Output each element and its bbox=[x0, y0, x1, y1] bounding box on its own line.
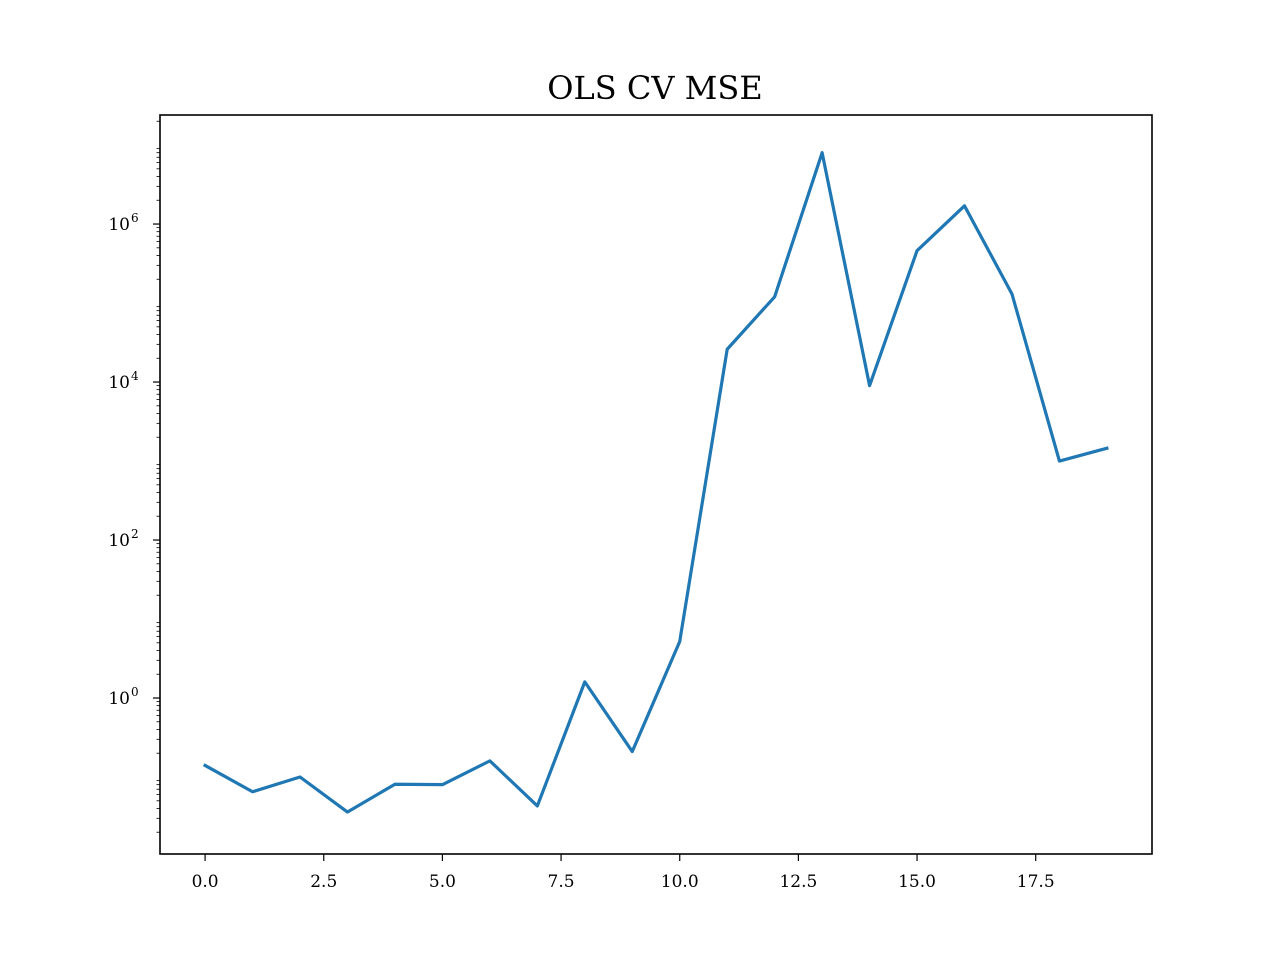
x-tick-label: 17.5 bbox=[1017, 872, 1055, 892]
y-tick-exponent: 6 bbox=[131, 211, 139, 225]
x-tick-label: 10.0 bbox=[661, 872, 699, 892]
x-tick-label: 2.5 bbox=[310, 872, 337, 892]
y-tick-exponent: 4 bbox=[131, 369, 139, 383]
x-tick-label: 5.0 bbox=[429, 872, 456, 892]
y-tick-label: 10 bbox=[108, 373, 130, 393]
y-tick-exponent: 0 bbox=[131, 685, 139, 699]
y-tick-label: 10 bbox=[108, 689, 130, 709]
chart-title: OLS CV MSE bbox=[547, 69, 762, 107]
x-tick-label: 15.0 bbox=[898, 872, 936, 892]
y-tick-label: 10 bbox=[108, 215, 130, 235]
y-tick-exponent: 2 bbox=[131, 527, 139, 541]
series-line bbox=[202, 151, 1109, 814]
y-tick-label: 10 bbox=[108, 531, 130, 551]
x-tick-label: 7.5 bbox=[548, 872, 575, 892]
x-tick-label: 12.5 bbox=[779, 872, 817, 892]
plot-frame bbox=[159, 114, 1153, 855]
x-tick-label: 0.0 bbox=[192, 872, 219, 892]
